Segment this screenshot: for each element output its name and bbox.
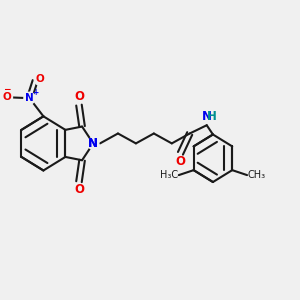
Text: H: H xyxy=(207,110,217,123)
Circle shape xyxy=(34,74,46,85)
Text: O: O xyxy=(2,92,11,103)
Text: H₃C: H₃C xyxy=(160,170,178,180)
Text: +: + xyxy=(32,88,38,97)
Circle shape xyxy=(24,92,35,104)
Text: N: N xyxy=(25,93,34,103)
Text: CH₃: CH₃ xyxy=(248,170,266,180)
Text: O: O xyxy=(74,90,84,104)
Circle shape xyxy=(88,137,99,149)
Circle shape xyxy=(1,92,13,104)
Text: O: O xyxy=(74,183,84,196)
Text: O: O xyxy=(176,155,185,168)
Text: N: N xyxy=(88,137,98,150)
Text: −: − xyxy=(3,85,11,94)
Text: N: N xyxy=(202,110,212,123)
Text: N: N xyxy=(88,137,98,150)
Text: O: O xyxy=(36,74,44,84)
